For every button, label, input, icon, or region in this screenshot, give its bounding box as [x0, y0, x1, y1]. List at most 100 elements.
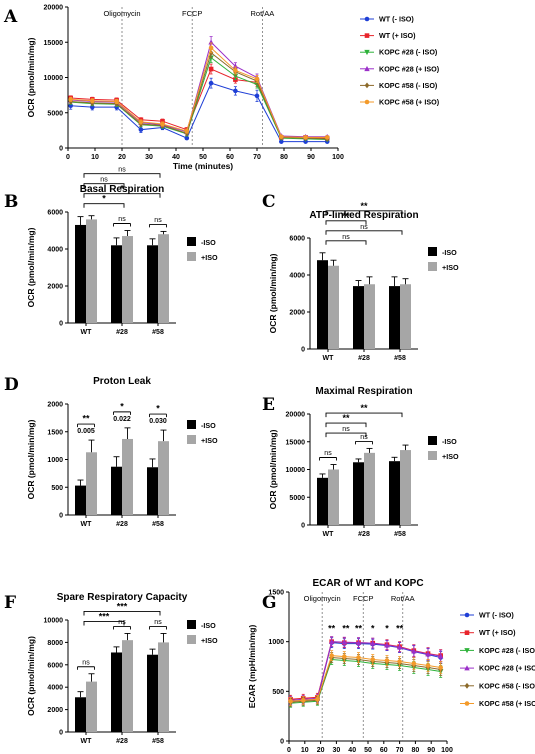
panel-f-x-tick-label: #28 [116, 738, 128, 745]
panel-e-y-tick-label: 5000 [289, 495, 305, 502]
panel-b-y-axis-label: OCR (pmol/min/mg) [26, 227, 36, 307]
panel-a-series-line [70, 41, 328, 138]
panel-g-x-tick-label: 20 [317, 747, 325, 754]
panel-d-panel-letter: D [4, 375, 19, 395]
panel-g-significance-marker: * [371, 624, 375, 634]
panel-e-bar [317, 477, 328, 525]
panel-d-bar [147, 467, 158, 515]
panel-f-between-bracket [83, 620, 125, 626]
panel-e-between-bracket [325, 422, 367, 428]
panel-a-legend-marker [364, 65, 370, 72]
panel-b-between-bracket [83, 173, 161, 178]
panel-c-bar [353, 286, 364, 349]
panel-c-bar [389, 286, 400, 349]
panel-a-x-tick-label: 10 [91, 154, 99, 161]
panel-e-bar [400, 450, 411, 525]
panel-b-y-tick-label: 0 [59, 321, 63, 328]
panel-g-x-tick-label: 40 [348, 747, 356, 754]
panel-a-y-axis-label: OCR (pmol/min/mg) [26, 37, 36, 117]
panel-g-data-point [315, 696, 320, 702]
panel-g-data-point [411, 648, 417, 654]
panel-f-y-tick-label: 8000 [47, 640, 63, 647]
panel-a-data-point [114, 99, 119, 104]
panel-c-x-tick-label: WT [323, 355, 335, 362]
panel-e-y-tick-label: 15000 [286, 439, 306, 446]
panel-e-panel-letter: E [262, 395, 275, 415]
panel-f-x-tick-label: WT [81, 738, 93, 745]
panel-a-data-point [303, 135, 308, 140]
panel-c-x-tick-label: #28 [358, 355, 370, 362]
panel-b-between-bracket [83, 193, 161, 198]
panel-d-significance-label: * [120, 401, 124, 411]
panel-f-significance-label: *** [117, 601, 128, 611]
panel-f-significance-label: ns [118, 619, 126, 626]
panel-a-data-point [138, 127, 144, 132]
panel-g-legend-marker [464, 665, 470, 671]
panel-f-bar [122, 640, 133, 732]
panel-a-legend-label: KOPC #28 (- ISO) [379, 48, 438, 57]
panel-c-between-bracket [325, 210, 403, 215]
panel-g-significance-marker: ** [342, 624, 350, 634]
panel-g-legend-marker [464, 630, 470, 635]
panel-b-significance-label: ns [118, 167, 126, 174]
panel-a-x-tick-label: 100 [332, 154, 344, 161]
panel-d-p-value: 0.005 [77, 428, 95, 435]
panel-b-bar [158, 234, 169, 323]
panel-e-legend-swatch [428, 436, 437, 445]
panel-d-bar [111, 466, 122, 515]
panel-a-panel-letter: A [3, 7, 18, 27]
panel-a-x-tick-label: 70 [253, 154, 261, 161]
panel-d-significance-label: ** [82, 414, 90, 424]
panel-a-data-point [233, 88, 238, 94]
panel-g-data-point [355, 639, 362, 645]
panel-b-y-tick-label: 6000 [47, 210, 63, 217]
panel-b-significance-label: ns [154, 217, 162, 224]
panel-g-y-axis-label: ECAR (mpH/min/mg) [247, 625, 257, 709]
panel-g-data-point [437, 653, 444, 659]
panel-d-y-tick-label: 1000 [47, 457, 63, 464]
panel-c-x-tick-label: #58 [394, 355, 406, 362]
panel-a-x-tick-label: 30 [145, 154, 153, 161]
panel-a-data-point [254, 93, 260, 99]
panel-a-x-tick-label: 60 [226, 154, 234, 161]
panel-a-data-point [90, 98, 95, 104]
panel-a-legend-marker [364, 99, 370, 105]
panel-g-data-point [342, 654, 347, 659]
panel-b-bar [122, 236, 133, 323]
panel-e-y-tick-label: 10000 [286, 467, 306, 474]
panel-d-bar [158, 441, 169, 515]
panel-e-bar [389, 461, 400, 525]
panel-g-x-tick-label: 0 [287, 747, 291, 754]
panel-g-x-tick-label: 100 [441, 747, 453, 754]
panel-a-legend-label: KOPC #58 (- ISO) [379, 81, 438, 90]
panel-a-x-tick-label: 90 [307, 154, 315, 161]
panel-b-significance-label: * [120, 184, 124, 194]
panel-g-legend-label: KOPC #58 (+ ISO) [479, 699, 535, 708]
panel-b-significance-label: ns [118, 216, 126, 223]
panel-a-legend-label: WT (+ ISO) [379, 31, 416, 40]
panel-g-legend-label: KOPC #28 (- ISO) [479, 646, 535, 655]
panel-g-legend-label: WT (+ ISO) [479, 628, 516, 637]
panel-g-x-tick-label: 70 [396, 747, 404, 754]
panel-g-significance-marker: ** [355, 624, 363, 634]
panel-c-y-tick-label: 0 [301, 347, 305, 354]
panel-a-data-point [254, 76, 260, 82]
panel-g-x-tick-label: 80 [412, 747, 420, 754]
panel-c-legend-swatch [428, 247, 437, 256]
panel-d-x-tick-label: #58 [152, 521, 164, 528]
panel-g-data-point [370, 640, 376, 646]
panel-a-legend-marker [364, 82, 370, 89]
panel-g-data-point [425, 651, 431, 657]
panel-b-legend-swatch [187, 237, 196, 246]
panel-b-between-bracket [83, 203, 125, 208]
panel-a-data-point [208, 45, 214, 51]
panel-f-bar [147, 654, 158, 732]
panel-a-data-point [184, 135, 190, 141]
panel-d-y-tick-label: 1500 [47, 429, 63, 436]
panel-d-legend-label: -ISO [201, 421, 216, 430]
panel-e-significance-label: ns [360, 434, 368, 441]
panel-c-legend-label: -ISO [442, 248, 457, 257]
panel-a-injection-label: Oligomycin [103, 9, 140, 18]
panel-b-x-tick-label: WT [81, 329, 93, 336]
panel-a-series-line [70, 82, 328, 143]
